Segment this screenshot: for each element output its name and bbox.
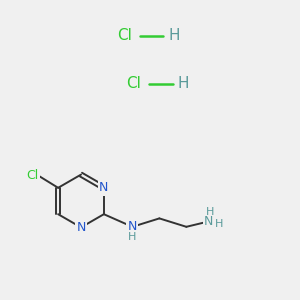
Text: H: H (206, 207, 214, 217)
Text: Cl: Cl (26, 169, 38, 182)
Text: Cl: Cl (117, 28, 132, 44)
Text: H: H (168, 28, 180, 44)
Text: N: N (99, 181, 109, 194)
Text: N: N (128, 220, 137, 233)
Text: H: H (177, 76, 189, 92)
Text: N: N (76, 221, 86, 234)
Text: Cl: Cl (126, 76, 141, 92)
Text: H: H (128, 232, 136, 242)
Text: H: H (215, 219, 223, 229)
Text: N: N (204, 215, 214, 228)
